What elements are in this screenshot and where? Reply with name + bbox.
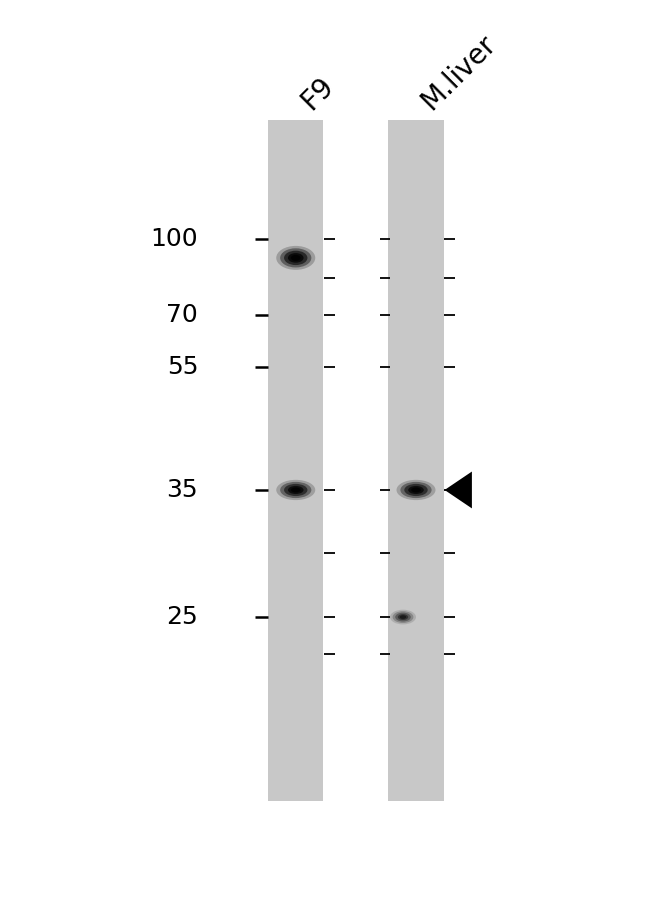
Text: 70: 70 <box>166 303 198 327</box>
Text: 35: 35 <box>166 478 198 502</box>
Ellipse shape <box>411 487 421 493</box>
Ellipse shape <box>291 487 300 493</box>
Ellipse shape <box>276 480 315 500</box>
Bar <box>389 120 443 801</box>
Ellipse shape <box>280 249 311 267</box>
Polygon shape <box>445 472 472 508</box>
Ellipse shape <box>288 486 304 494</box>
Ellipse shape <box>396 480 436 500</box>
Text: 100: 100 <box>151 227 198 251</box>
Ellipse shape <box>404 484 428 496</box>
Ellipse shape <box>393 612 413 623</box>
Ellipse shape <box>400 615 406 619</box>
Ellipse shape <box>280 482 311 498</box>
Ellipse shape <box>398 614 408 620</box>
Ellipse shape <box>408 486 424 494</box>
Ellipse shape <box>291 255 300 261</box>
Ellipse shape <box>284 484 307 496</box>
Ellipse shape <box>288 253 304 262</box>
Ellipse shape <box>395 612 411 622</box>
Ellipse shape <box>390 610 416 624</box>
Text: F9: F9 <box>296 72 339 115</box>
Ellipse shape <box>276 246 315 270</box>
Text: M.liver: M.liver <box>416 29 502 115</box>
Bar <box>268 120 324 801</box>
Ellipse shape <box>400 482 432 498</box>
Text: 25: 25 <box>166 605 198 629</box>
Text: 55: 55 <box>167 356 198 379</box>
Ellipse shape <box>284 251 307 265</box>
